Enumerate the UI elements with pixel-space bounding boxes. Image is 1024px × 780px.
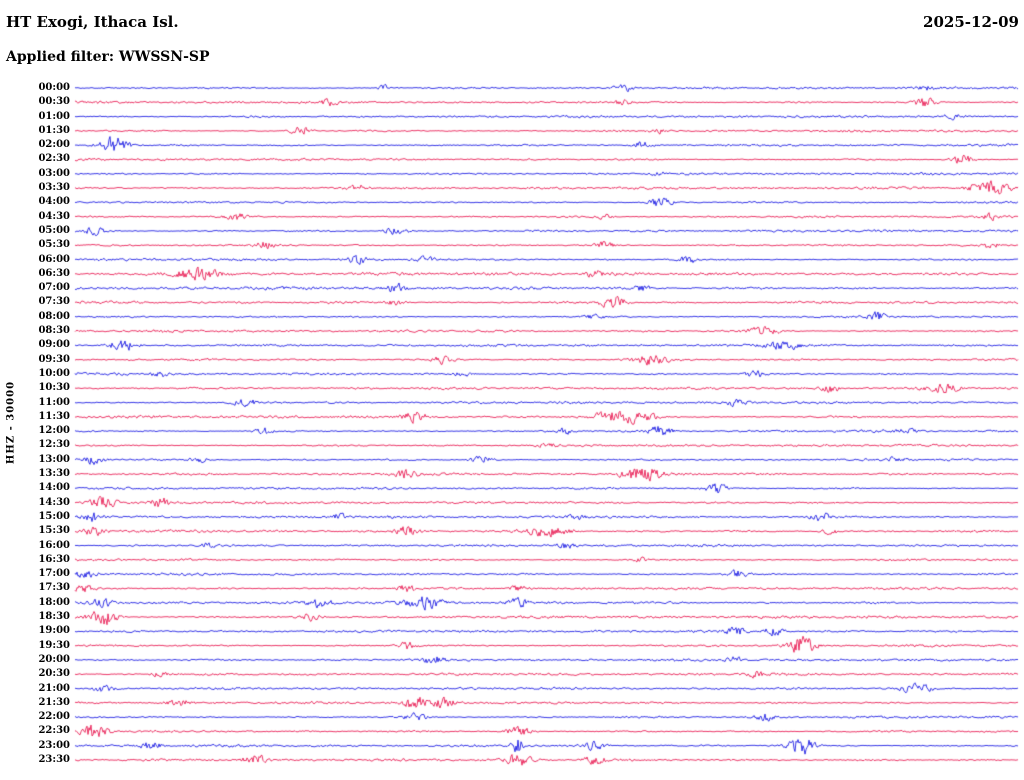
time-label: 10:00 <box>38 367 70 379</box>
time-label: 00:30 <box>38 96 70 108</box>
time-label: 10:30 <box>38 382 70 394</box>
time-label: 19:00 <box>38 625 70 637</box>
time-label: 11:30 <box>38 410 70 422</box>
time-label: 02:30 <box>38 153 70 165</box>
time-label: 12:30 <box>38 439 70 451</box>
time-label: 14:30 <box>38 496 70 508</box>
time-label: 08:00 <box>38 310 70 322</box>
time-label: 07:30 <box>38 296 70 308</box>
time-label: 14:00 <box>38 482 70 494</box>
time-label: 13:00 <box>38 453 70 465</box>
time-label: 05:30 <box>38 239 70 251</box>
time-label: 23:00 <box>38 739 70 751</box>
time-label: 09:00 <box>38 339 70 351</box>
time-label: 13:30 <box>38 468 70 480</box>
time-label: 19:30 <box>38 639 70 651</box>
time-label: 22:00 <box>38 711 70 723</box>
time-label: 21:30 <box>38 696 70 708</box>
time-label: 11:00 <box>38 396 70 408</box>
time-label: 17:30 <box>38 582 70 594</box>
time-label: 17:00 <box>38 568 70 580</box>
time-label: 07:00 <box>38 282 70 294</box>
time-label: 08:30 <box>38 325 70 337</box>
time-label: 20:30 <box>38 668 70 680</box>
time-label: 05:00 <box>38 224 70 236</box>
time-label: 06:30 <box>38 267 70 279</box>
time-label: 01:00 <box>38 110 70 122</box>
time-label: 15:30 <box>38 525 70 537</box>
time-label: 03:30 <box>38 182 70 194</box>
time-label: 18:00 <box>38 596 70 608</box>
time-label: 02:00 <box>38 139 70 151</box>
time-label: 20:00 <box>38 653 70 665</box>
time-label: 00:00 <box>38 82 70 93</box>
time-label: 01:30 <box>38 124 70 136</box>
time-label: 04:30 <box>38 210 70 222</box>
time-label: 12:00 <box>38 425 70 437</box>
time-label: 21:00 <box>38 682 70 694</box>
time-label: 23:30 <box>38 754 70 765</box>
time-label: 03:00 <box>38 167 70 179</box>
time-label: 15:00 <box>38 510 70 522</box>
time-label: 06:00 <box>38 253 70 265</box>
time-label: 22:30 <box>38 725 70 737</box>
time-label: 16:30 <box>38 553 70 565</box>
time-label: 16:00 <box>38 539 70 551</box>
time-label: 18:30 <box>38 611 70 623</box>
time-label: 04:00 <box>38 196 70 208</box>
time-label: 09:30 <box>38 353 70 365</box>
